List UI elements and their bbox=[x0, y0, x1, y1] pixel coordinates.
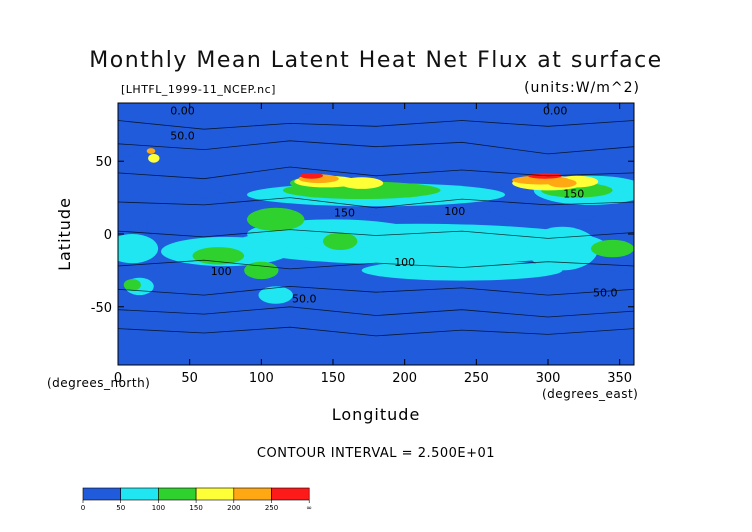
flux-region bbox=[290, 111, 405, 130]
units-label: (units:W/m^2) bbox=[524, 80, 640, 96]
contour-line bbox=[118, 285, 634, 296]
x-tick-label: 350 bbox=[607, 371, 632, 386]
colorbar-swatch bbox=[158, 487, 197, 501]
flux-region bbox=[171, 117, 194, 133]
flux-region bbox=[576, 117, 606, 141]
colorbar-swatch bbox=[195, 487, 235, 501]
colorbar-swatch bbox=[233, 487, 272, 501]
flux-region bbox=[123, 279, 141, 291]
colorbar-tick-label: 150 bbox=[189, 504, 202, 512]
flux-region bbox=[258, 286, 293, 304]
contour-line bbox=[118, 259, 634, 270]
chart-title: Monthly Mean Latent Heat Net Flux at sur… bbox=[89, 48, 663, 73]
colorbar-swatch bbox=[120, 487, 159, 501]
contour-label: 50.0 bbox=[170, 129, 195, 142]
flux-region bbox=[361, 260, 563, 281]
y-unit-label: (degrees_north) bbox=[47, 376, 150, 390]
x-axis-title: Longitude bbox=[332, 405, 421, 424]
contour-line bbox=[118, 306, 634, 318]
x-tick-label: 0 bbox=[114, 371, 122, 386]
colorbar-tick-label: 100 bbox=[152, 504, 165, 512]
flux-region bbox=[146, 148, 156, 154]
contour-label: 0.00 bbox=[543, 105, 568, 118]
colorbar: 0 50 100 150 200 250 ∞ bbox=[81, 487, 312, 512]
flux-region bbox=[323, 232, 358, 250]
x-tick-label: 50 bbox=[181, 371, 198, 386]
x-unit-label: (degrees_east) bbox=[542, 387, 638, 401]
axis-ticks: 0 50 100 150 200 250 300 350 50 0 -50 bbox=[91, 103, 634, 386]
contour-line bbox=[118, 197, 634, 209]
contour-label: 100 bbox=[394, 256, 415, 269]
contour-label: 50.0 bbox=[292, 292, 317, 305]
y-axis-title: Latitude bbox=[55, 197, 74, 271]
flux-region bbox=[247, 207, 305, 231]
contour-line bbox=[118, 326, 634, 337]
flux-region bbox=[132, 105, 161, 115]
flux-region bbox=[118, 136, 139, 157]
flux-region bbox=[548, 178, 577, 188]
file-label: [LHTFL_1999-11_NCEP.nc] bbox=[121, 83, 276, 96]
contour-line bbox=[118, 120, 634, 130]
colorbar-swatch bbox=[82, 487, 122, 501]
colorbar-tick-label: 50 bbox=[116, 504, 125, 512]
contour-label: 0.00 bbox=[170, 105, 195, 118]
flux-region bbox=[591, 280, 634, 304]
flux-region bbox=[148, 153, 160, 163]
colorbar-tick-label: ∞ bbox=[306, 504, 312, 512]
contour-label: 100 bbox=[211, 265, 232, 278]
flux-region bbox=[300, 172, 323, 179]
contour-label: 100 bbox=[444, 205, 465, 218]
flux-region bbox=[591, 239, 634, 258]
contour-line bbox=[118, 229, 634, 239]
flux-region bbox=[244, 261, 279, 280]
colorbar-tick-label: 200 bbox=[227, 504, 240, 512]
y-tick-label: -50 bbox=[91, 301, 112, 316]
flux-region bbox=[526, 132, 570, 156]
x-tick-label: 100 bbox=[249, 371, 274, 386]
colorbar-tick-label: 0 bbox=[81, 504, 85, 512]
y-tick-label: 0 bbox=[104, 228, 112, 243]
flux-region bbox=[118, 234, 159, 264]
colorbar-tick-label: 250 bbox=[265, 504, 278, 512]
contour-label: 150 bbox=[334, 207, 355, 220]
contour-label: 50.0 bbox=[593, 287, 618, 300]
flux-field bbox=[118, 105, 634, 304]
contour-line bbox=[118, 140, 634, 155]
x-tick-label: 300 bbox=[536, 371, 561, 386]
contour-line bbox=[118, 166, 634, 180]
x-tick-label: 250 bbox=[464, 371, 489, 386]
contour-interval-note: CONTOUR INTERVAL = 2.500E+01 bbox=[256, 446, 496, 461]
flux-region bbox=[340, 177, 384, 189]
colorbar-swatch bbox=[271, 487, 310, 501]
contour-labels: 0.00 50.0 150 100 100 50.0 50.0 100 0.00 150 bbox=[170, 105, 617, 306]
x-tick-label: 150 bbox=[321, 371, 346, 386]
contour-label: 150 bbox=[563, 188, 584, 201]
contour-lines bbox=[118, 120, 634, 337]
y-tick-label: 50 bbox=[95, 155, 112, 170]
x-tick-label: 200 bbox=[392, 371, 417, 386]
